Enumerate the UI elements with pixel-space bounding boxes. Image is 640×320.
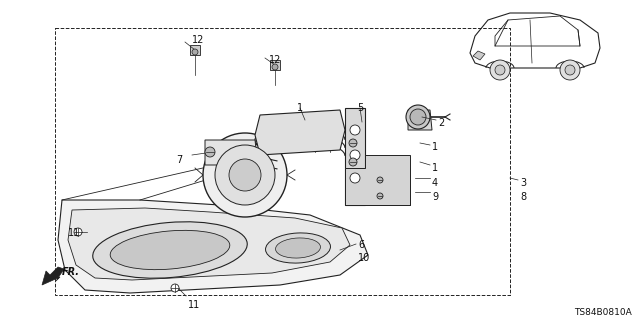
Text: 1: 1: [432, 142, 438, 152]
Text: 11: 11: [68, 228, 80, 238]
Text: 12: 12: [269, 55, 281, 65]
Circle shape: [203, 133, 287, 217]
Circle shape: [74, 228, 82, 236]
Circle shape: [410, 109, 426, 125]
Circle shape: [171, 284, 179, 292]
Bar: [270, 60, 280, 70]
Polygon shape: [345, 155, 410, 205]
Polygon shape: [473, 51, 485, 60]
Polygon shape: [408, 110, 432, 130]
Polygon shape: [42, 267, 64, 285]
Text: 4: 4: [432, 178, 438, 188]
Ellipse shape: [276, 238, 321, 258]
Text: 1: 1: [432, 163, 438, 173]
Circle shape: [350, 173, 360, 183]
Circle shape: [349, 158, 357, 166]
Polygon shape: [255, 110, 345, 155]
Circle shape: [490, 60, 510, 80]
Polygon shape: [68, 208, 350, 280]
Ellipse shape: [110, 230, 230, 270]
Polygon shape: [205, 140, 258, 165]
Text: 11: 11: [188, 300, 200, 310]
Text: FR.: FR.: [62, 267, 80, 277]
Polygon shape: [345, 108, 365, 205]
Circle shape: [495, 65, 505, 75]
Circle shape: [377, 193, 383, 199]
Text: 1: 1: [297, 103, 303, 113]
Bar: [190, 45, 200, 55]
Circle shape: [377, 177, 383, 183]
Text: 7: 7: [176, 155, 182, 165]
Text: 6: 6: [358, 240, 364, 250]
Text: 9: 9: [432, 192, 438, 202]
Circle shape: [350, 125, 360, 135]
Text: TS84B0810A: TS84B0810A: [574, 308, 632, 317]
Circle shape: [215, 145, 275, 205]
Text: 2: 2: [438, 118, 444, 128]
Text: 5: 5: [357, 103, 363, 113]
Text: 3: 3: [520, 178, 526, 188]
Polygon shape: [345, 168, 410, 205]
Text: 12: 12: [192, 35, 204, 45]
Circle shape: [272, 64, 278, 70]
Circle shape: [406, 105, 430, 129]
Ellipse shape: [266, 233, 330, 263]
Text: 8: 8: [520, 192, 526, 202]
Circle shape: [560, 60, 580, 80]
Circle shape: [192, 49, 198, 55]
Text: 10: 10: [358, 253, 371, 263]
Circle shape: [350, 150, 360, 160]
Circle shape: [205, 147, 215, 157]
Circle shape: [565, 65, 575, 75]
Circle shape: [349, 139, 357, 147]
Polygon shape: [58, 200, 368, 293]
Circle shape: [229, 159, 261, 191]
Ellipse shape: [93, 222, 247, 278]
Bar: [55, 28, 510, 295]
